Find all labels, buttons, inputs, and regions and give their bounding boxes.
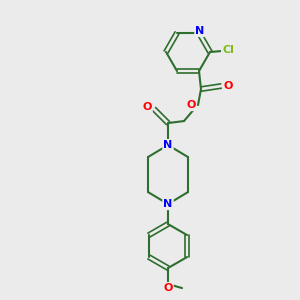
Text: O: O: [163, 283, 173, 293]
Text: N: N: [164, 199, 172, 209]
Text: O: O: [223, 81, 233, 91]
Text: Cl: Cl: [222, 45, 234, 55]
Text: N: N: [164, 140, 172, 150]
Text: O: O: [142, 102, 152, 112]
Text: O: O: [186, 100, 196, 110]
Text: N: N: [195, 26, 205, 36]
